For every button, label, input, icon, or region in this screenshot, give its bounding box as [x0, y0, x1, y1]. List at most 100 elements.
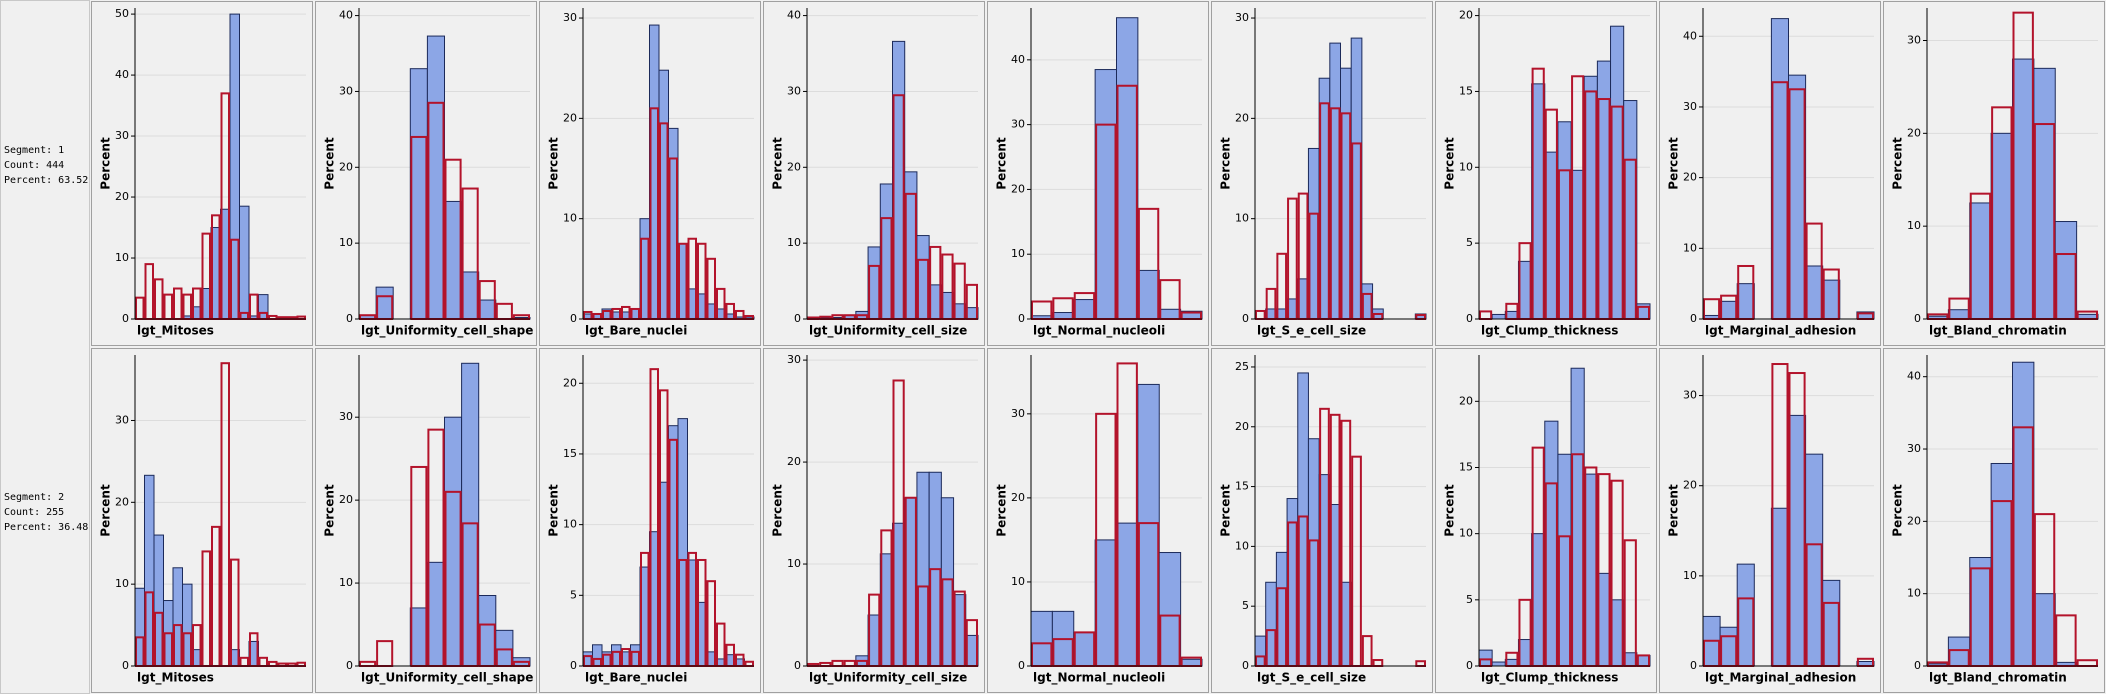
- y-tick-label: 15: [1235, 480, 1249, 493]
- x-axis-label: lgt_S_e_cell_size: [1257, 671, 1366, 686]
- y-tick-label: 20: [115, 190, 129, 203]
- segment-bar: [1947, 309, 1971, 320]
- segment-bar: [1770, 507, 1790, 667]
- segment-bar: [1770, 18, 1790, 320]
- segment-bar: [1030, 610, 1053, 667]
- y-tick-label: 30: [1011, 407, 1025, 420]
- y-tick-label: 40: [787, 9, 801, 22]
- segment-bar: [1788, 414, 1807, 667]
- segment-bar: [1719, 626, 1738, 667]
- y-axis-label: Percent: [995, 137, 1009, 190]
- segment-bar: [1180, 658, 1203, 667]
- segment-bar: [1094, 539, 1117, 667]
- y-tick-label: 0: [122, 312, 129, 325]
- y-tick-label: 0: [122, 659, 129, 672]
- y-axis-label: Percent: [1667, 137, 1681, 190]
- x-axis-label: lgt_Uniformity_cell_shape: [361, 671, 533, 686]
- histogram-panel: 0 10 20 30 40 lgt_Bland_chromatin Percent: [1883, 348, 2105, 693]
- y-tick-label: 30: [1235, 11, 1249, 24]
- histogram-panel: 0 10 20 30 lgt_Uniformity_cell_size Percent: [763, 348, 985, 693]
- y-tick-label: 30: [787, 84, 801, 97]
- y-axis-label: Percent: [1891, 137, 1905, 190]
- y-axis-label: Percent: [1443, 137, 1457, 190]
- y-tick-label: 50: [115, 7, 129, 20]
- histogram-panel: 0 10 20 30 40 lgt_Normal_nucleoli Percent: [987, 1, 1209, 346]
- y-tick-label: 0: [1690, 659, 1697, 672]
- segment-bar: [1788, 74, 1807, 320]
- histogram-panel: 0 5 10 15 20 25 lgt_S_e_cell_size Percent: [1211, 348, 1433, 693]
- y-tick-label: 40: [1907, 370, 1921, 383]
- histogram-panel: 0 10 20 30 40 lgt_Marginal_adhesion Percent: [1659, 1, 1881, 346]
- segment-bar: [461, 271, 480, 320]
- y-tick-label: 20: [563, 111, 577, 124]
- y-tick-label: 0: [1914, 312, 1921, 325]
- segment-bar: [1805, 453, 1824, 667]
- segment-bar: [1719, 300, 1738, 320]
- y-tick-label: 30: [339, 84, 353, 97]
- y-tick-label: 10: [115, 251, 129, 264]
- x-axis-label: lgt_Mitoses: [137, 324, 214, 339]
- segment-bar: [1822, 279, 1841, 320]
- y-tick-label: 30: [1907, 33, 1921, 46]
- segment-bar: [1969, 557, 1992, 667]
- segment-bar: [1137, 269, 1160, 320]
- y-tick-label: 10: [1907, 587, 1921, 600]
- y-tick-label: 0: [1466, 312, 1473, 325]
- y-tick-label: 20: [787, 160, 801, 173]
- x-axis-label: lgt_Clump_thickness: [1481, 324, 1618, 339]
- y-tick-label: 10: [1907, 219, 1921, 232]
- segment-bar: [1116, 17, 1139, 320]
- y-axis-label: Percent: [1667, 484, 1681, 537]
- y-tick-label: 20: [1683, 171, 1697, 184]
- y-tick-label: 20: [563, 376, 577, 389]
- y-axis-label: Percent: [323, 484, 337, 537]
- y-tick-label: 5: [570, 588, 577, 601]
- y-tick-label: 30: [1683, 100, 1697, 113]
- segment-bar: [2033, 593, 2056, 667]
- y-tick-label: 0: [346, 659, 353, 672]
- x-axis-label: lgt_Marginal_adhesion: [1705, 324, 1856, 339]
- y-tick-label: 10: [563, 212, 577, 225]
- y-tick-label: 0: [1018, 312, 1025, 325]
- histogram-panel: 0 10 20 30 40 lgt_Uniformity_cell_size Percent: [763, 1, 985, 346]
- y-axis-label: Percent: [323, 137, 337, 190]
- segment-bar: [1990, 132, 2013, 320]
- y-tick-label: 20: [1683, 479, 1697, 492]
- segment-bar: [426, 561, 446, 667]
- segment-text: Count: 255: [4, 507, 64, 518]
- y-tick-label: 0: [1466, 659, 1473, 672]
- histogram-panel: 0 10 20 30 40 lgt_Uniformity_cell_shape Percen…: [315, 1, 537, 346]
- y-tick-label: 40: [1683, 29, 1697, 42]
- y-tick-label: 10: [563, 518, 577, 531]
- x-axis-label: lgt_Marginal_adhesion: [1705, 671, 1856, 686]
- y-tick-label: 10: [787, 557, 801, 570]
- segment-bar: [375, 286, 394, 320]
- histogram-panel: 0 10 20 30 lgt_S_e_cell_size Percent: [1211, 1, 1433, 346]
- y-tick-label: 20: [339, 160, 353, 173]
- y-tick-label: 10: [1459, 527, 1473, 540]
- y-tick-label: 15: [563, 447, 577, 460]
- segment-bar: [1491, 661, 1506, 667]
- y-axis-label: Percent: [1443, 484, 1457, 537]
- histogram-panel: 0 10 20 30 lgt_Mitoses Percent: [91, 348, 313, 693]
- y-tick-label: 0: [1690, 312, 1697, 325]
- segment-bar: [1094, 69, 1117, 320]
- y-tick-label: 5: [1466, 236, 1473, 249]
- y-tick-label: 0: [570, 659, 577, 672]
- segment-bar: [2054, 221, 2078, 320]
- y-tick-label: 30: [115, 413, 129, 426]
- segment-bar: [2033, 67, 2056, 320]
- y-tick-label: 30: [115, 129, 129, 142]
- y-tick-label: 10: [1011, 575, 1025, 588]
- y-tick-label: 10: [1235, 212, 1249, 225]
- histogram-panel: 0 10 20 30 40 50 lgt_Mitoses Percent: [91, 1, 313, 346]
- y-tick-label: 20: [1235, 111, 1249, 124]
- x-axis-label: lgt_Mitoses: [137, 671, 214, 686]
- y-tick-label: 10: [1011, 247, 1025, 260]
- segment-text: Segment: 2: [4, 492, 64, 503]
- segment-label: Segment: 2 Count: 255 Percent: 36.48: [4, 492, 88, 533]
- segment-bar: [495, 629, 514, 667]
- segment-text: Count: 444: [4, 160, 64, 171]
- y-tick-label: 30: [1907, 442, 1921, 455]
